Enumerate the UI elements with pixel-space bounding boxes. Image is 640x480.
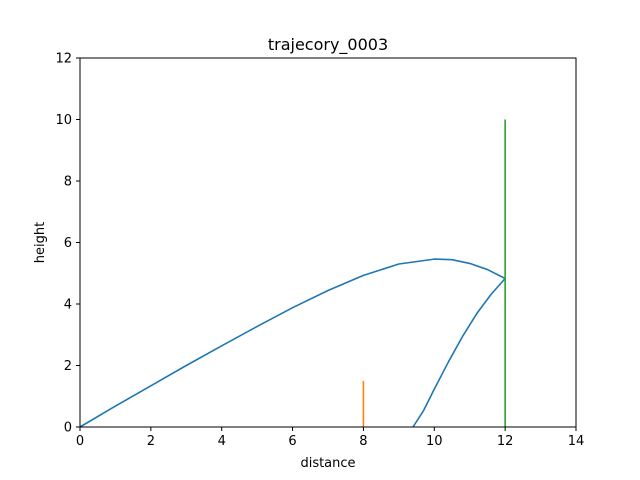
ticks-layer: 0 2 4 6 8 10 12 14 0 2 4 6 8 10 12 [55,52,584,450]
x-axis-label: distance [300,456,355,471]
y-tick-label-0: 0 [64,421,72,436]
y-tick-label-6: 12 [55,52,72,67]
y-tick-label-1: 2 [64,359,72,374]
y-tick-label-2: 4 [64,298,72,313]
x-tick-label-2: 4 [218,434,226,449]
x-tick-label-7: 14 [568,434,585,449]
chart-title: trajecory_0003 [268,35,388,55]
y-tick-label-5: 10 [55,113,72,128]
x-tick-label-3: 6 [288,434,296,449]
x-tick-label-0: 0 [76,434,84,449]
x-tick-label-6: 12 [497,434,514,449]
y-tick-label-3: 6 [64,236,72,251]
x-tick-label-5: 10 [426,434,443,449]
y-axis-label: height [33,222,48,263]
x-tick-label-4: 8 [359,434,367,449]
plot-frame [79,57,577,428]
series-line-0 [79,258,506,428]
series-layer [79,119,506,428]
y-tick-label-4: 8 [64,175,72,190]
series-line-1 [412,277,506,428]
x-tick-label-1: 2 [147,434,155,449]
